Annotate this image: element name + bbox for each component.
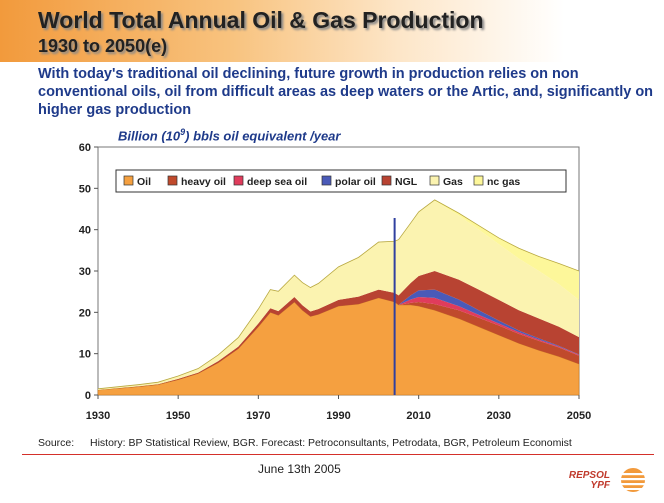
total-outline (97, 199, 580, 390)
slide-date: June 13th 2005 (258, 462, 341, 476)
legend-box (115, 169, 567, 193)
brand-wordmark: REPSOL YPF (564, 471, 610, 491)
legend-swatch-gas (429, 175, 440, 186)
brand-logo-icon (616, 468, 650, 492)
legend-swatch-ngl (381, 175, 392, 186)
y-tick-label: 30 (79, 266, 91, 278)
legend-swatch-heavy-oil (167, 175, 178, 186)
x-tick-label: 1990 (326, 410, 350, 422)
slide-title: World Total Annual Oil & Gas Production (38, 7, 484, 33)
unit-suffix: ) bbls oil equivalent /year (185, 128, 341, 144)
y-tick-label: 50 (79, 183, 91, 195)
y-tick-label: 20 (79, 307, 91, 319)
source-key: Source: (38, 437, 75, 449)
x-tick-label: 2050 (567, 410, 591, 422)
legend-label-ngl: NGL (395, 176, 418, 188)
y-tick-label: 40 (79, 225, 91, 237)
source-text: History: BP Statistical Review, BGR. For… (90, 437, 572, 449)
legend-swatch-oil (123, 175, 134, 186)
x-tick-label: 1970 (246, 410, 270, 422)
unit-label: Billion (109) bbls oil equivalent /year (118, 127, 340, 143)
unit-exponent: 9 (180, 127, 186, 137)
legend-label-oil: Oil (137, 176, 151, 188)
intro-text: With today's traditional oil declining, … (38, 66, 654, 118)
x-tick-label: 2030 (487, 410, 511, 422)
legend-label-polar-oil: polar oil (335, 176, 376, 188)
legend-label-gas: Gas (443, 176, 463, 188)
legend-swatch-deep-sea-oil (233, 175, 244, 186)
y-tick-label: 10 (79, 349, 91, 361)
brand-line-2: YPF (590, 480, 610, 491)
legend-label-nc-gas: nc gas (487, 176, 520, 188)
legend-swatch-nc-gas (473, 175, 484, 186)
slide-subtitle: 1930 to 2050(e) (38, 36, 168, 56)
legend-label-deep-sea-oil: deep sea oil (247, 176, 307, 188)
unit-prefix: Billion (10 (118, 128, 181, 144)
header-band (0, 0, 664, 62)
x-tick-label: 1930 (86, 410, 110, 422)
y-tick-label: 60 (79, 142, 91, 154)
y-tick-label: 0 (85, 390, 91, 402)
footer-divider (22, 454, 654, 455)
x-tick-label: 1950 (166, 410, 190, 422)
brand-line-1: REPSOL (568, 470, 610, 481)
legend-label-heavy-oil: heavy oil (181, 176, 226, 188)
series-area-gas (98, 200, 579, 391)
source-note: Source: History: BP Statistical Review, B… (38, 437, 572, 449)
legend-swatch-polar-oil (321, 175, 332, 186)
x-tick-label: 2010 (406, 410, 430, 422)
